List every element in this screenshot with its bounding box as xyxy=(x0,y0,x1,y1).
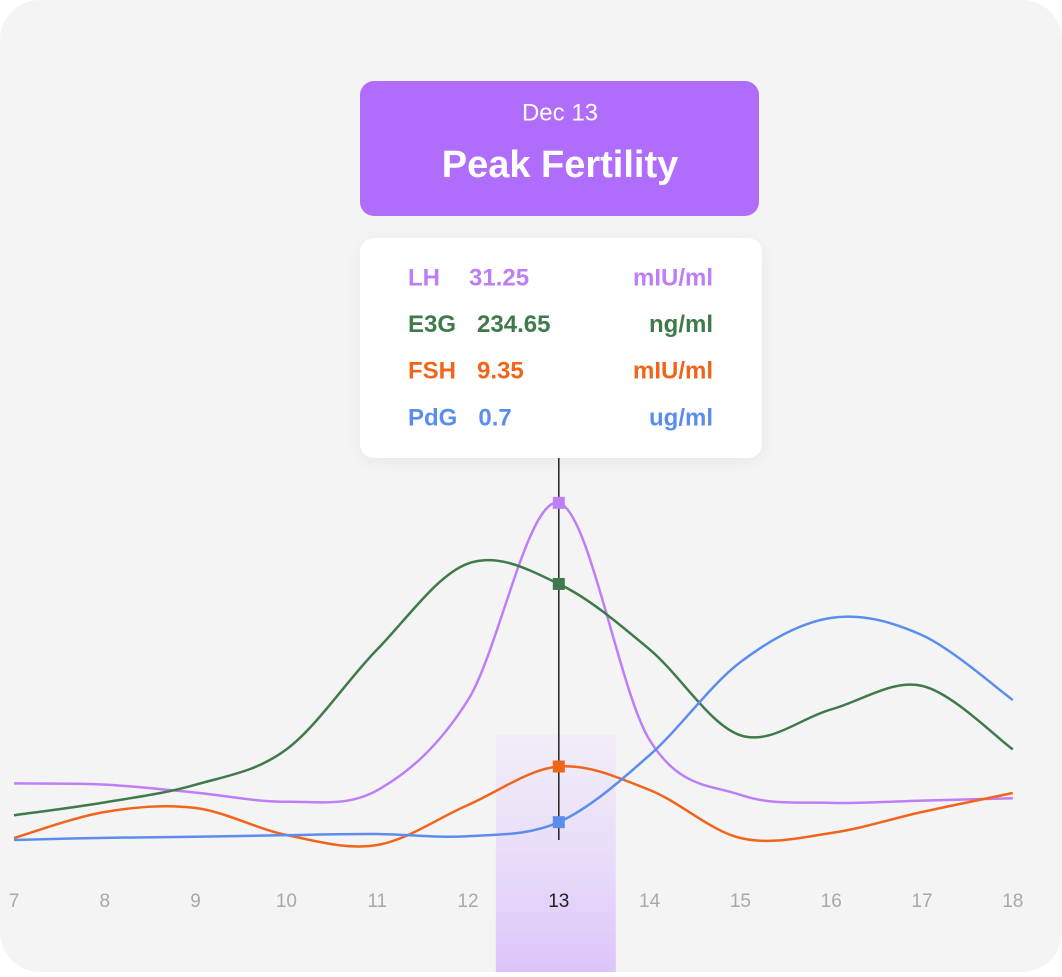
x-tick-label: 10 xyxy=(276,891,297,912)
tooltip-unit: mIU/ml xyxy=(633,358,713,385)
x-tick-label: 11 xyxy=(367,891,387,912)
series-line xyxy=(13,615,1014,842)
selected-column xyxy=(495,735,616,972)
tooltip-date: Dec 13 xyxy=(522,99,598,126)
tooltip-value: 9.35 xyxy=(477,358,524,385)
tooltip-header xyxy=(360,81,759,216)
x-tick-label: 7 xyxy=(9,891,20,912)
x-tick-label: 12 xyxy=(457,891,478,912)
x-tick-label: 8 xyxy=(100,891,111,912)
tooltip-name: LH xyxy=(408,264,440,291)
selected-point xyxy=(552,496,565,509)
selected-point xyxy=(552,760,565,773)
tooltip-value: 31.25 xyxy=(469,264,529,291)
tooltip-unit: ng/ml xyxy=(649,311,713,338)
series-line xyxy=(13,558,1014,817)
series-line xyxy=(13,764,1014,848)
tooltip-name: E3G xyxy=(408,311,456,338)
tooltip-body xyxy=(360,238,762,458)
tooltip-name: FSH xyxy=(408,358,456,385)
selected-point xyxy=(552,577,565,590)
x-tick-label: 13 xyxy=(548,891,569,912)
tooltip-unit: mIU/ml xyxy=(633,264,713,291)
x-tick-label: 14 xyxy=(639,891,661,912)
tooltip-name: PdG xyxy=(408,404,457,431)
x-tick-label: 9 xyxy=(190,891,201,912)
x-tick-label: 16 xyxy=(821,891,842,912)
tooltip-title: Peak Fertility xyxy=(442,144,679,186)
tooltip-value: 0.7 xyxy=(478,404,511,431)
tooltip-value: 234.65 xyxy=(477,311,550,338)
tooltip-unit: ug/ml xyxy=(649,404,713,431)
x-tick-label: 15 xyxy=(730,891,751,912)
x-tick-label: 18 xyxy=(1002,891,1023,912)
tooltip: Dec 13 Peak Fertility LH 31.25 mIU/ml E3G 23… xyxy=(360,81,762,458)
x-tick-label: 17 xyxy=(911,891,932,912)
selected-point xyxy=(552,816,565,829)
series-line xyxy=(13,501,1013,805)
